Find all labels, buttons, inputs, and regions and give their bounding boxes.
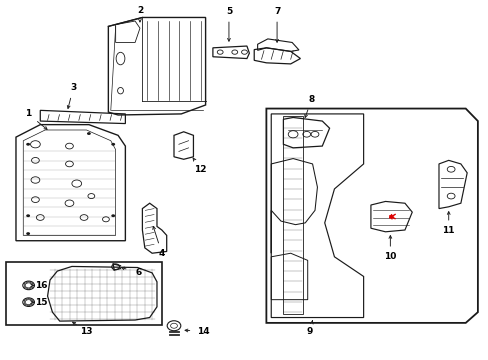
Text: 7: 7 xyxy=(273,7,280,16)
Text: 2: 2 xyxy=(137,6,143,15)
Text: 15: 15 xyxy=(36,298,48,307)
Text: 14: 14 xyxy=(197,327,209,336)
Circle shape xyxy=(26,143,30,146)
Text: 6: 6 xyxy=(135,268,142,277)
Text: 8: 8 xyxy=(308,95,314,104)
Text: 4: 4 xyxy=(158,249,164,258)
Text: 5: 5 xyxy=(225,7,232,16)
Text: 16: 16 xyxy=(36,281,48,290)
Text: 13: 13 xyxy=(80,327,93,336)
Text: 10: 10 xyxy=(384,252,396,261)
Circle shape xyxy=(87,132,91,135)
Text: 11: 11 xyxy=(442,226,454,235)
Bar xyxy=(6,262,162,325)
Circle shape xyxy=(111,214,115,217)
Text: 9: 9 xyxy=(306,327,313,336)
Circle shape xyxy=(111,143,115,146)
Text: 3: 3 xyxy=(70,83,76,92)
Circle shape xyxy=(26,232,30,235)
Circle shape xyxy=(26,214,30,217)
Text: 1: 1 xyxy=(25,109,31,118)
Text: 12: 12 xyxy=(194,165,206,174)
